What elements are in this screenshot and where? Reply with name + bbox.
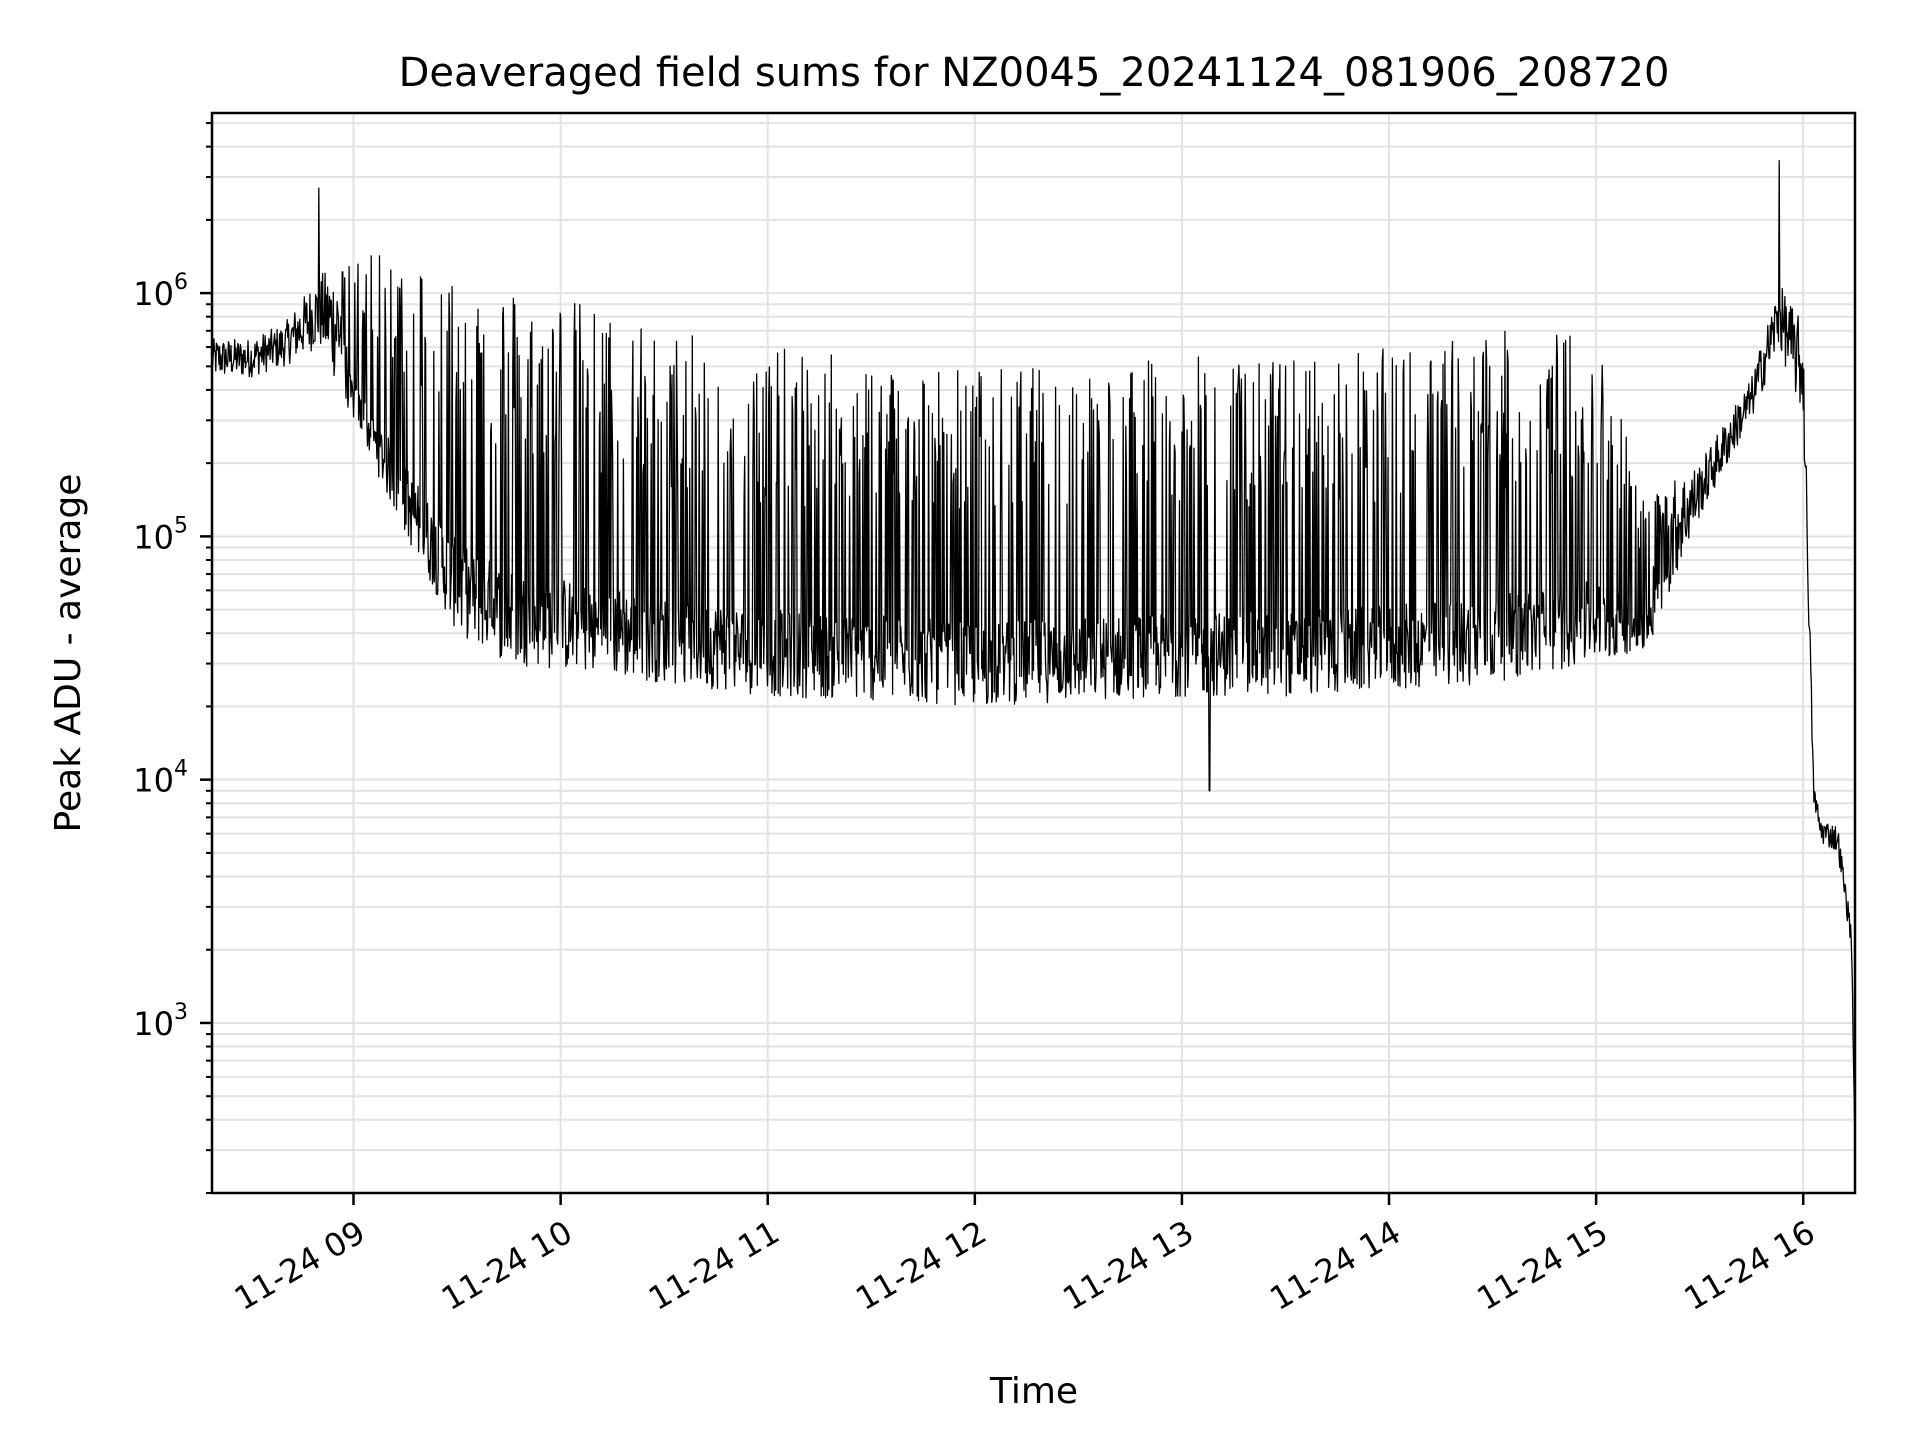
y-axis: 103 104 105 106 xyxy=(133,122,212,1194)
y-axis-label: Peak ADU - average xyxy=(48,474,89,833)
y-tick-label: 103 xyxy=(133,1000,188,1043)
chart-title: Deaveraged field sums for NZ0045_2024112… xyxy=(399,50,1670,96)
y-tick-label: 105 xyxy=(133,513,188,556)
y-tick-label: 104 xyxy=(133,757,188,800)
y-tick-label: 106 xyxy=(133,270,188,313)
series-group xyxy=(211,160,1856,1151)
series-line xyxy=(211,160,1856,1151)
plot-frame xyxy=(210,111,1857,1195)
x-axis-label: Time xyxy=(989,1371,1078,1412)
